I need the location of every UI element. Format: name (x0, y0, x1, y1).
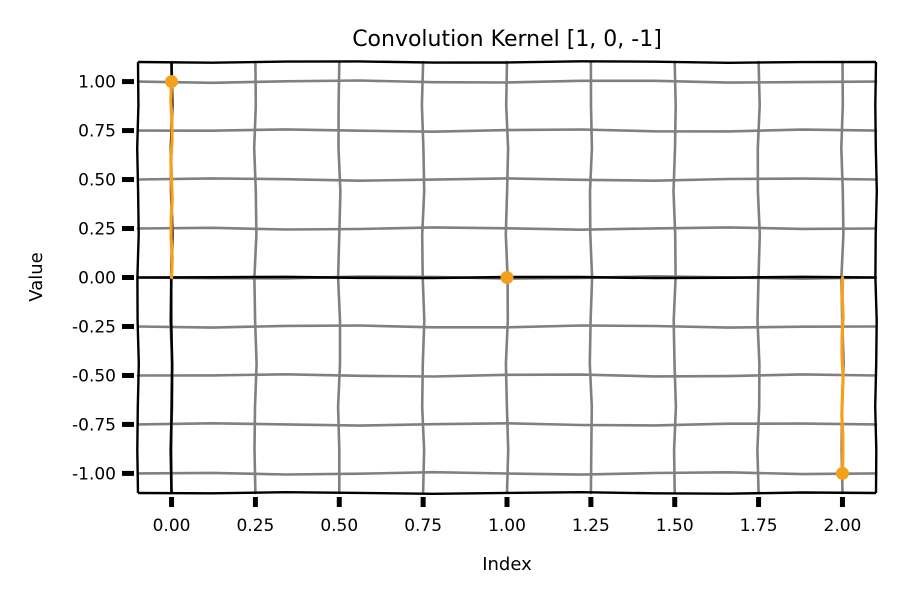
grid-line-horizontal (136, 324, 878, 329)
x-tick-label: 1.75 (740, 516, 778, 536)
y-axis-label: Value (26, 252, 47, 301)
frame-left (135, 61, 141, 494)
y-tick-label: -0.25 (72, 317, 116, 337)
tick-layer: 0.00 0.25 0.50 0.75 1.00 1.25 1.50 1.75 2.00 1.00… (72, 73, 861, 536)
y-tick-label: 0.00 (78, 269, 116, 289)
y-tick-label: -0.50 (72, 366, 116, 386)
series-layer (165, 75, 849, 480)
x-tick-label: 1.50 (656, 516, 694, 536)
frame-top (137, 60, 877, 65)
data-point (165, 75, 179, 89)
x-tick-label: 1.00 (488, 516, 526, 536)
grid-line-horizontal (136, 470, 878, 476)
grid-line-horizontal (136, 128, 878, 134)
x-tick-label: 0.25 (236, 516, 274, 536)
grid-line-horizontal (136, 79, 878, 85)
frame-bottom (137, 490, 877, 496)
y-tick-label: 0.25 (78, 220, 116, 240)
chart-title: Convolution Kernel [1, 0, -1] (352, 27, 662, 52)
y-tick-label: -1.00 (72, 464, 116, 484)
grid-line-horizontal (136, 226, 878, 232)
x-tick-label: 0.50 (320, 516, 358, 536)
x-tick-label: 2.00 (824, 516, 862, 536)
y-tick-label: 0.50 (78, 171, 116, 191)
x-tick-label: 0.75 (404, 516, 442, 536)
grid-line-horizontal (136, 372, 878, 378)
x-tick-label: 1.25 (572, 516, 610, 536)
x-axis-label: Index (482, 554, 532, 575)
y-tick-label: 0.75 (78, 122, 116, 142)
grid-line-horizontal (136, 421, 878, 427)
x-tick-label: 0.00 (153, 516, 191, 536)
data-point (835, 466, 849, 480)
stem-line (840, 275, 845, 475)
grid-line-horizontal (136, 177, 878, 183)
stem-line (169, 80, 174, 280)
data-point (500, 271, 514, 284)
y-tick-label: -0.75 (72, 415, 116, 435)
y-tick-label: 1.00 (78, 73, 116, 93)
